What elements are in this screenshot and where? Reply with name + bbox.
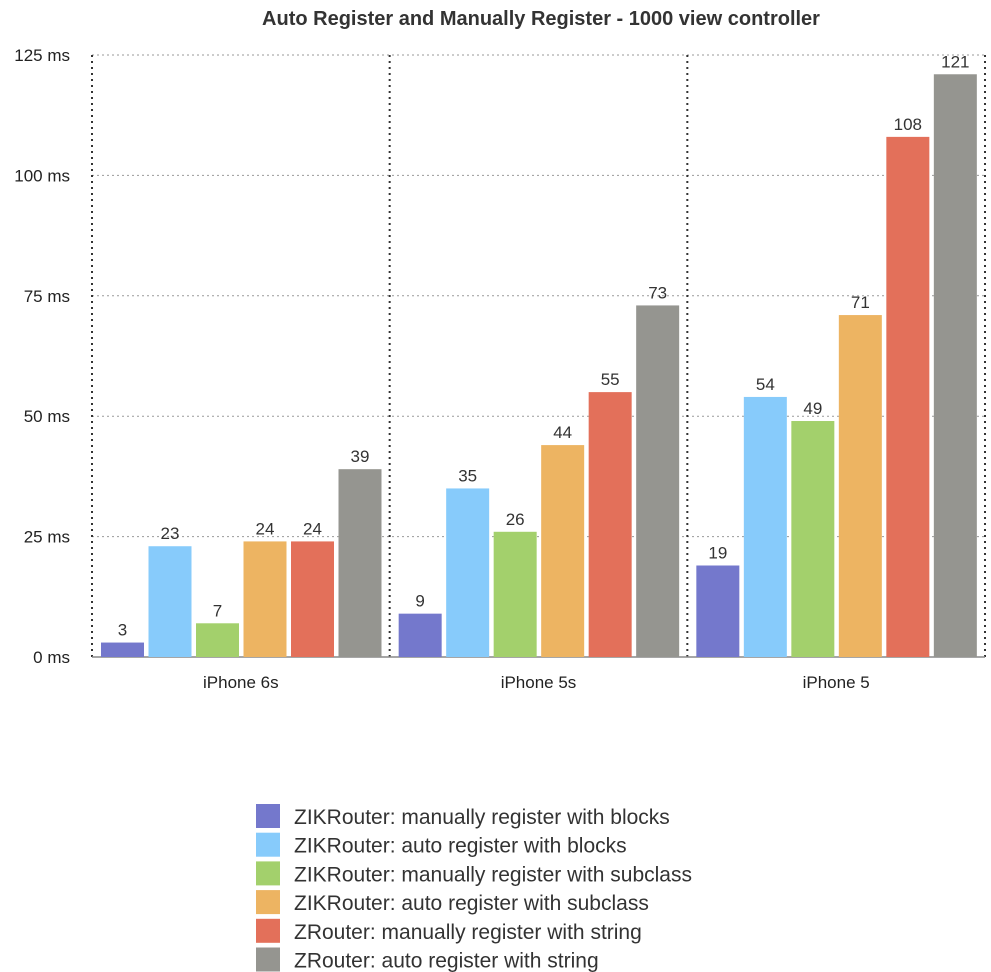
bar [243,541,287,657]
bar [101,642,144,657]
data-label: 19 [708,543,727,562]
legend-label: ZIKRouter: auto register with blocks [294,835,627,858]
data-label: 3 [118,621,127,640]
value-labels: 3 23 7 24 24 39 9 35 26 44 55 73 19 54 49 71 108 121 [118,52,970,639]
bar [588,392,632,657]
data-label: 54 [756,375,775,394]
data-label: 49 [803,399,822,418]
legend-swatch [256,947,280,972]
legend-label: ZRouter: auto register with string [294,950,599,972]
data-label: 9 [415,592,424,611]
y-tick-label: 0 ms [33,648,70,667]
bar [791,421,835,657]
bar [696,565,740,657]
legend-label: ZIKRouter: manually register with subcla… [294,863,692,886]
bar [338,469,382,657]
data-label: 35 [458,466,477,485]
bars [101,74,977,658]
data-label: 24 [256,519,275,538]
legend-label: ZRouter: manually register with string [294,921,642,944]
data-label: 7 [213,601,222,620]
chart-title: Auto Register and Manually Register - 10… [262,8,820,30]
legend: ZIKRouter: manually register with blocks… [256,804,692,972]
category-labels: iPhone 6s iPhone 5s iPhone 5 [203,673,870,692]
category-label: iPhone 6s [203,673,279,692]
legend-swatch [256,918,280,943]
legend-swatch [256,832,280,857]
bar [636,305,680,657]
legend-label: ZIKRouter: auto register with subclass [294,892,649,915]
data-label: 23 [161,524,180,543]
data-label: 108 [894,115,922,134]
grid: 0 ms 25 ms 50 ms 75 ms 100 ms 125 ms [14,46,986,667]
data-label: 24 [303,519,322,538]
data-label: 26 [506,510,525,529]
bar [886,136,930,657]
bar [493,531,537,657]
data-label: 121 [941,52,969,71]
bar [398,613,442,657]
y-tick-label: 125 ms [14,46,70,65]
legend-swatch [256,804,280,828]
bar [291,541,334,657]
legend-label: ZIKRouter: manually register with blocks [294,806,670,829]
legend-swatch [256,861,280,886]
y-tick-label: 50 ms [24,407,70,426]
bar [838,315,882,657]
bar [743,396,787,657]
bar [196,623,239,657]
data-label: 73 [648,283,667,302]
bar [933,74,977,658]
bar [446,488,490,657]
legend-swatch [256,890,280,915]
y-tick-label: 25 ms [24,528,70,547]
data-label: 71 [851,293,870,312]
category-label: iPhone 5s [501,673,577,692]
y-tick-label: 75 ms [24,287,70,306]
data-label: 55 [601,370,620,389]
data-label: 39 [351,447,370,466]
data-label: 44 [553,423,572,442]
bar [148,546,192,657]
category-label: iPhone 5 [803,673,870,692]
bar [541,445,585,657]
y-tick-label: 100 ms [14,166,70,185]
